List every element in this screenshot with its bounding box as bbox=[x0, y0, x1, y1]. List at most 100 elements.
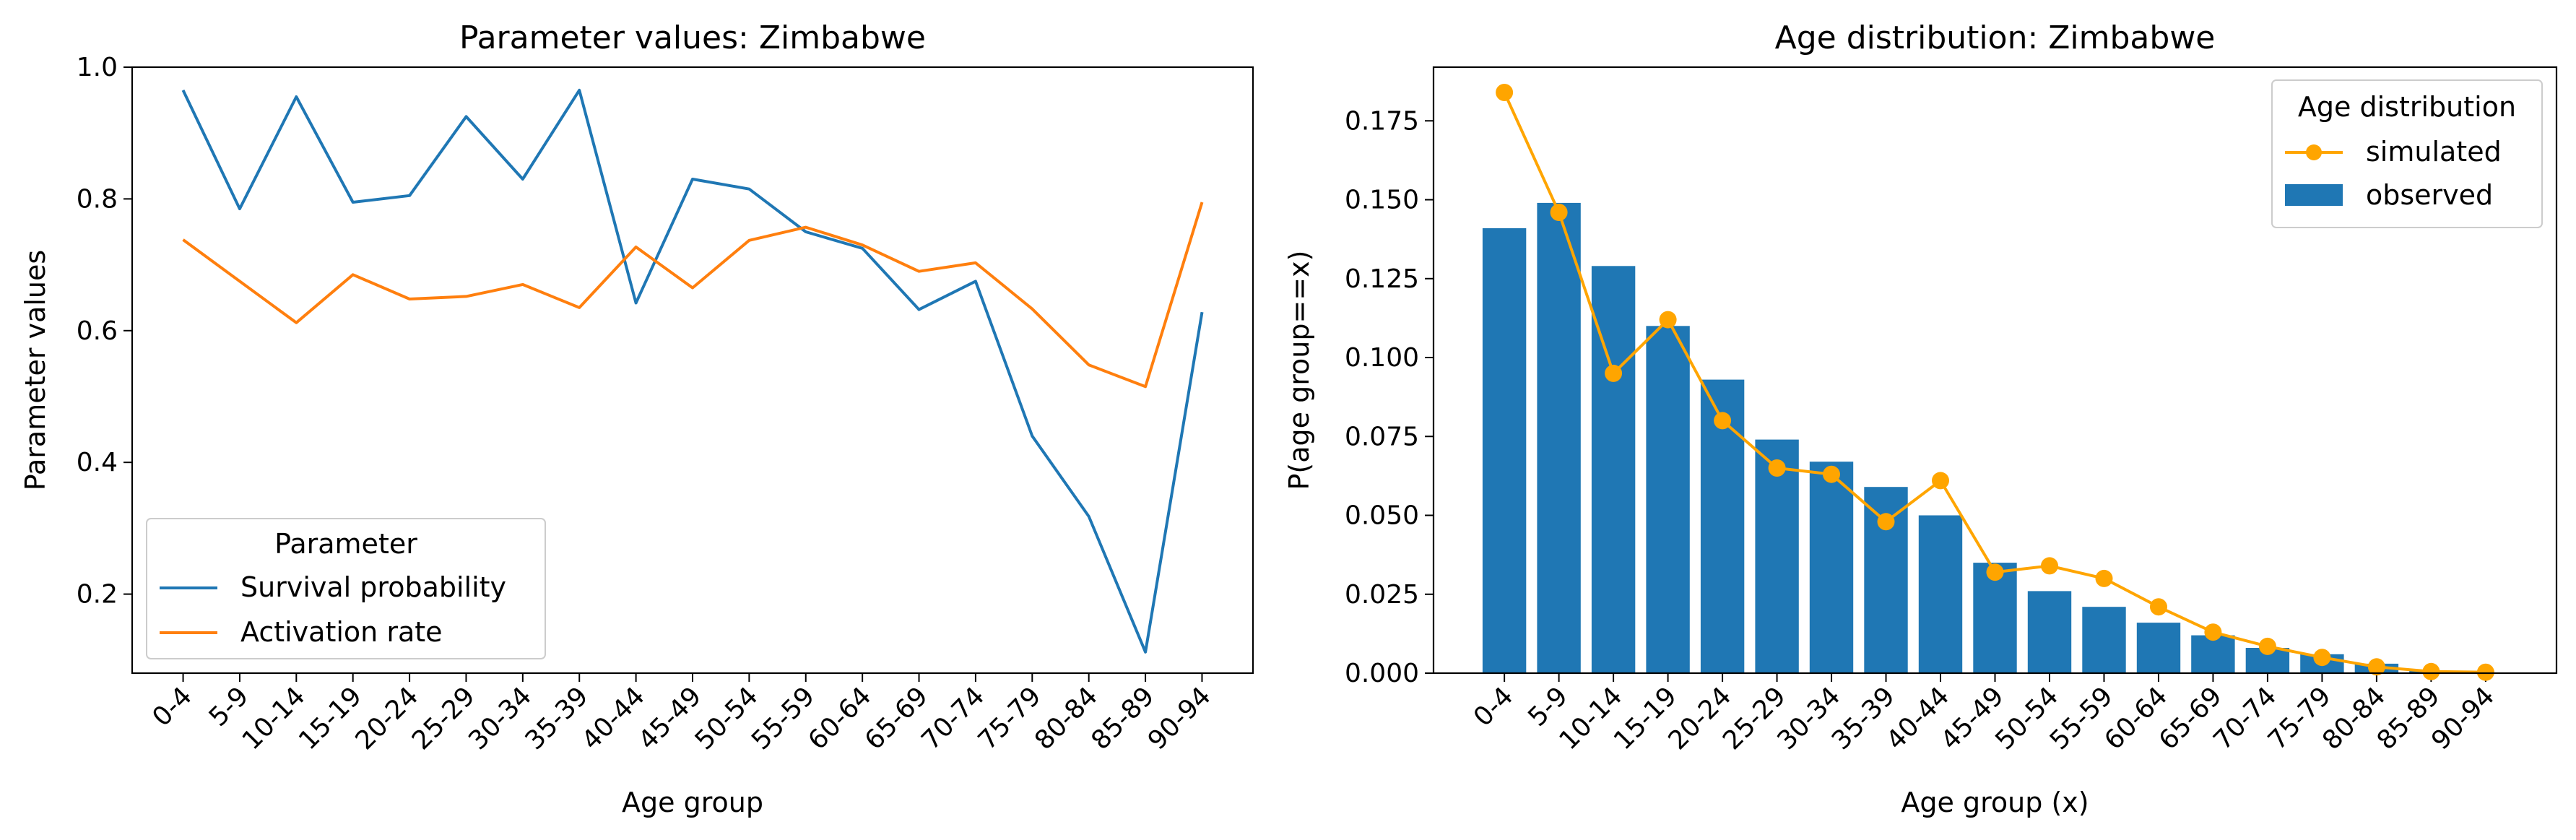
legend: Age distribution simulated observed bbox=[2271, 79, 2543, 228]
legend-entry-observed: observed bbox=[2366, 179, 2493, 211]
y-tick-label: 0.150 bbox=[1345, 186, 1419, 215]
x-tick-label: 40-44 bbox=[576, 681, 651, 755]
legend-entry-simulated: simulated bbox=[2366, 136, 2502, 168]
y-tick-label: 0.050 bbox=[1345, 501, 1419, 531]
legend: Parameter Survival probability Activatio… bbox=[146, 518, 546, 659]
simulated-point bbox=[1714, 412, 1732, 430]
observed-bar bbox=[1918, 515, 1963, 673]
x-tick-label: 80-84 bbox=[2317, 681, 2391, 755]
x-tick-label: 45-49 bbox=[633, 681, 707, 755]
simulated-point bbox=[1986, 563, 2004, 581]
y-tick-label: 0.075 bbox=[1345, 422, 1419, 451]
x-tick-label: 20-24 bbox=[350, 681, 424, 755]
observed-bars bbox=[1482, 202, 2508, 673]
y-axis-label: P(age group==x) bbox=[1283, 251, 1315, 490]
simulated-point bbox=[1932, 472, 1949, 490]
legend-marker-simulated bbox=[2306, 144, 2322, 160]
simulated-point bbox=[1550, 204, 1568, 221]
simulated-point bbox=[1659, 311, 1677, 329]
legend-entry-survival: Survival probability bbox=[240, 571, 506, 603]
observed-bar bbox=[1755, 439, 1799, 673]
y-axis-label: Parameter values bbox=[19, 250, 51, 490]
y-tick-label: 1.0 bbox=[77, 53, 118, 82]
x-tick-label: 25-29 bbox=[407, 681, 481, 755]
x-tick-label: 40-44 bbox=[1881, 681, 1955, 755]
x-tick-label: 55-59 bbox=[746, 681, 820, 755]
x-tick-label: 65-69 bbox=[859, 681, 934, 755]
simulated-point bbox=[1605, 364, 1623, 382]
x-tick-label: 75-79 bbox=[973, 681, 1047, 755]
x-tick-label: 20-24 bbox=[1662, 681, 1737, 755]
observed-bar bbox=[1537, 202, 1581, 673]
legend-entry-activation: Activation rate bbox=[240, 616, 443, 648]
simulated-point bbox=[2313, 649, 2331, 667]
x-tick-label: 60-64 bbox=[2099, 681, 2173, 755]
simulated-point bbox=[1496, 84, 1514, 101]
x-tick-label: 35-39 bbox=[1826, 681, 1901, 755]
y-tick-label: 0.100 bbox=[1345, 343, 1419, 373]
x-tick-label: 90-94 bbox=[1142, 681, 1217, 755]
x-tick-label: 70-74 bbox=[916, 681, 990, 755]
observed-bar bbox=[1973, 563, 2017, 673]
y-tick-label: 0.8 bbox=[77, 184, 118, 214]
x-tick-label: 85-89 bbox=[1085, 681, 1160, 755]
x-tick-label: 30-34 bbox=[463, 681, 537, 755]
x-tick-label: 75-79 bbox=[2263, 681, 2337, 755]
simulated-point bbox=[1877, 513, 1895, 531]
x-axis-label: Age group (x) bbox=[1901, 787, 2089, 818]
x-tick-label: 30-34 bbox=[1771, 681, 1846, 755]
x-tick-label: 0-4 bbox=[1468, 681, 1519, 732]
observed-bar bbox=[2191, 635, 2235, 673]
simulated-point bbox=[1768, 459, 1786, 477]
observed-bar bbox=[1482, 228, 1527, 673]
plot-frame bbox=[131, 66, 1254, 675]
x-tick-label: 60-64 bbox=[803, 681, 877, 755]
simulated-line bbox=[1496, 84, 2494, 681]
simulated-point bbox=[2422, 662, 2440, 680]
x-tick-label: 85-89 bbox=[2372, 681, 2446, 755]
observed-bar bbox=[1646, 326, 1690, 673]
x-tick-label: 0-4 bbox=[147, 681, 198, 732]
x-tick-label: 45-49 bbox=[1935, 681, 2010, 755]
legend-box bbox=[146, 518, 546, 659]
x-tick-label: 25-29 bbox=[1717, 681, 1792, 755]
plot-frame bbox=[1432, 66, 2558, 675]
x-tick-label: 10-14 bbox=[1554, 681, 1629, 755]
y-tick-label: 0.025 bbox=[1345, 580, 1419, 610]
simulated-point bbox=[2258, 637, 2276, 655]
x-tick-label: 50-54 bbox=[1990, 681, 2064, 755]
simulated-point bbox=[2476, 663, 2494, 681]
x-tick-label: 50-54 bbox=[690, 681, 764, 755]
x-tick-label: 10-14 bbox=[237, 681, 311, 755]
simulated-point bbox=[2095, 569, 2113, 587]
x-tick-label: 15-19 bbox=[293, 681, 368, 755]
series-line-1 bbox=[182, 202, 1204, 389]
simulated-point bbox=[2150, 598, 2167, 616]
x-tick-label: 35-39 bbox=[520, 681, 594, 755]
observed-bar bbox=[2027, 591, 2072, 673]
y-tick-label: 0.2 bbox=[77, 580, 118, 610]
x-axis-label: Age group bbox=[622, 787, 763, 818]
simulated-point bbox=[1823, 465, 1840, 483]
age-distribution-chart: Age distribution: Zimbabwe P(age group==… bbox=[1283, 20, 2558, 818]
x-tick-label: 90-94 bbox=[2426, 681, 2500, 755]
simulated-point bbox=[2367, 658, 2385, 676]
y-ticks: 0.2 0.4 0.6 0.8 1.0 bbox=[77, 53, 132, 610]
chart-title: Age distribution: Zimbabwe bbox=[1775, 20, 2216, 56]
simulated-point bbox=[2041, 557, 2058, 575]
legend-title: Parameter bbox=[274, 528, 417, 560]
x-tick-label: 55-59 bbox=[2044, 681, 2119, 755]
y-tick-label: 0.175 bbox=[1345, 106, 1419, 136]
y-tick-label: 0.4 bbox=[77, 448, 118, 477]
observed-bar bbox=[1809, 462, 1854, 673]
x-ticks: 0-4 5-910-1415-1920-2425-2930-3435-3940-4… bbox=[1468, 673, 2500, 755]
x-tick-label: 15-19 bbox=[1608, 681, 1683, 755]
x-tick-label: 80-84 bbox=[1029, 681, 1103, 755]
y-tick-label: 0.000 bbox=[1345, 659, 1419, 688]
legend-title: Age distribution bbox=[2298, 91, 2516, 123]
simulated-point bbox=[2204, 623, 2222, 641]
series-line-0 bbox=[181, 88, 1204, 654]
observed-bar bbox=[2136, 623, 2181, 673]
x-tick-label: 70-74 bbox=[2208, 681, 2282, 755]
